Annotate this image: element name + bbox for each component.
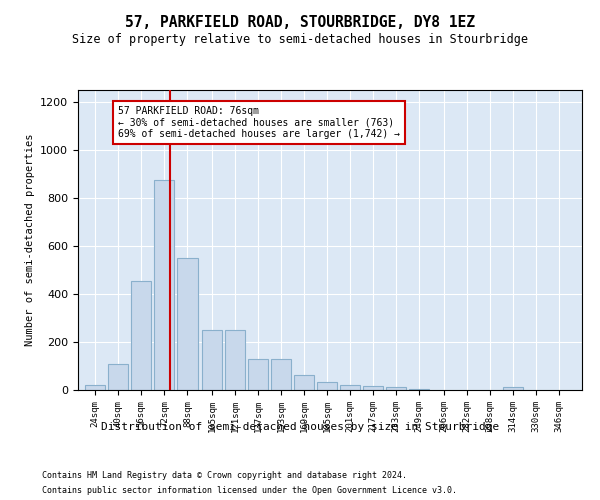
Bar xyxy=(363,386,383,390)
Bar xyxy=(340,384,360,390)
Bar xyxy=(131,281,151,390)
Bar xyxy=(85,385,106,390)
Text: Distribution of semi-detached houses by size in Stourbridge: Distribution of semi-detached houses by … xyxy=(101,422,499,432)
Text: Size of property relative to semi-detached houses in Stourbridge: Size of property relative to semi-detach… xyxy=(72,32,528,46)
Bar xyxy=(202,330,222,390)
Text: Contains HM Land Registry data © Crown copyright and database right 2024.: Contains HM Land Registry data © Crown c… xyxy=(42,471,407,480)
Bar xyxy=(294,375,314,390)
Bar xyxy=(108,364,128,390)
Bar xyxy=(248,360,268,390)
Bar xyxy=(271,360,291,390)
Bar xyxy=(386,387,406,390)
Bar xyxy=(178,258,197,390)
Bar xyxy=(317,382,337,390)
Text: 57 PARKFIELD ROAD: 76sqm
← 30% of semi-detached houses are smaller (763)
69% of : 57 PARKFIELD ROAD: 76sqm ← 30% of semi-d… xyxy=(118,106,400,139)
Bar xyxy=(225,330,245,390)
Bar xyxy=(503,387,523,390)
Text: 57, PARKFIELD ROAD, STOURBRIDGE, DY8 1EZ: 57, PARKFIELD ROAD, STOURBRIDGE, DY8 1EZ xyxy=(125,15,475,30)
Y-axis label: Number of semi-detached properties: Number of semi-detached properties xyxy=(25,134,35,346)
Text: Contains public sector information licensed under the Open Government Licence v3: Contains public sector information licen… xyxy=(42,486,457,495)
Bar xyxy=(409,389,430,390)
Bar xyxy=(154,180,175,390)
